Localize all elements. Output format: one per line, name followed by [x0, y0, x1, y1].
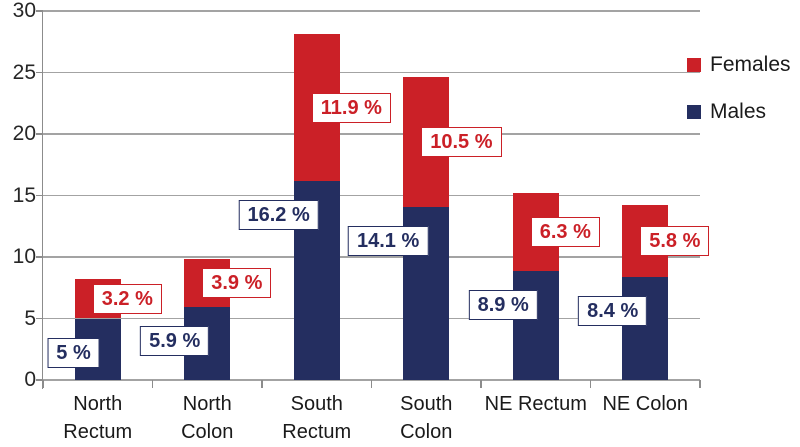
- y-axis-tick: [36, 256, 43, 258]
- data-label-females: 5.8 %: [640, 226, 710, 256]
- x-axis-tick: [151, 380, 154, 388]
- x-axis-tick: [480, 380, 482, 388]
- y-axis-tick: [36, 194, 43, 197]
- gridline: [43, 379, 700, 381]
- legend-label-females: Females: [710, 53, 791, 76]
- data-label-males: 16.2 %: [238, 199, 319, 230]
- data-label-females: 3.2 %: [92, 283, 162, 314]
- bar-segment-males: [512, 270, 559, 380]
- y-axis-tick: [36, 379, 43, 381]
- y-axis-tick: [36, 317, 43, 320]
- data-label-males: 8.9 %: [468, 289, 538, 320]
- y-axis-label: 20: [12, 122, 36, 145]
- data-label-females: 11.9 %: [311, 92, 391, 123]
- gridline: [43, 71, 700, 74]
- x-axis-tick: [699, 380, 701, 388]
- data-label-females: 3.9 %: [202, 268, 272, 299]
- x-axis-category-label: NE Rectum: [484, 393, 587, 415]
- gridline: [43, 133, 700, 135]
- x-axis-tick: [370, 380, 373, 388]
- y-axis-label: 30: [12, 0, 36, 22]
- females-swatch: [687, 57, 701, 72]
- x-axis-category-label: North Rectum: [63, 393, 133, 443]
- x-axis-tick: [261, 380, 263, 388]
- gridline: [43, 317, 700, 320]
- y-axis-label: 5: [24, 306, 36, 330]
- y-axis-tick: [36, 10, 43, 12]
- x-axis-category-label: South Colon: [400, 393, 453, 443]
- gridline: [43, 10, 700, 12]
- y-axis-label: 25: [12, 60, 36, 84]
- data-label-females: 6.3 %: [530, 216, 600, 247]
- gridline: [43, 256, 700, 258]
- x-axis-tick: [42, 380, 44, 388]
- y-axis-label: 15: [12, 183, 36, 207]
- data-label-males: 14.1 %: [347, 225, 429, 256]
- data-label-males: 5 %: [47, 337, 100, 368]
- bar-segment-males: [622, 276, 669, 380]
- data-label-males: 5.9 %: [140, 326, 210, 357]
- legend-item-males: Males: [687, 101, 766, 122]
- data-label-females: 10.5 %: [421, 126, 502, 157]
- legend-label-males: Males: [710, 100, 767, 123]
- data-label-males: 8.4 %: [578, 295, 648, 326]
- x-axis-category-label: NE Colon: [602, 393, 689, 415]
- legend-item-females: Females: [687, 54, 791, 75]
- y-axis-label: 0: [24, 368, 36, 391]
- y-axis-label: 10: [12, 245, 36, 268]
- y-axis-tick: [36, 71, 43, 74]
- x-axis-category-label: North Colon: [181, 393, 234, 443]
- gridline: [43, 194, 700, 197]
- males-swatch: [687, 104, 701, 119]
- x-axis-category-label: South Rectum: [282, 393, 352, 443]
- x-axis-tick: [589, 380, 592, 388]
- y-axis-line: [42, 11, 44, 389]
- y-axis-tick: [36, 133, 43, 135]
